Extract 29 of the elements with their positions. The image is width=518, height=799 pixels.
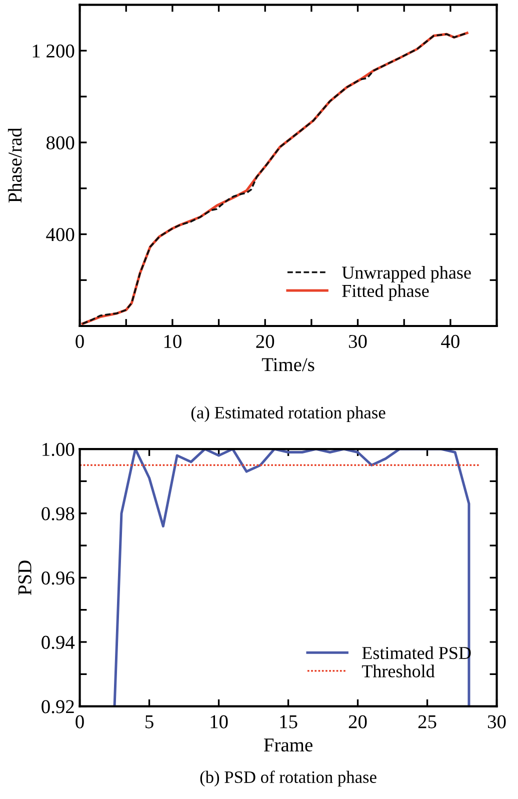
x-tick-label: 10 bbox=[210, 715, 228, 728]
y-tick-label: 0.98 bbox=[42, 507, 74, 520]
x-tick-label: 5 bbox=[146, 715, 154, 728]
x-tick-label: 15 bbox=[280, 715, 298, 728]
y-tick-label: 400 bbox=[46, 228, 74, 242]
y-tick-label: 0.94 bbox=[42, 636, 75, 650]
x-tick-label: 25 bbox=[418, 715, 436, 728]
y-tick-label: 1.00 bbox=[42, 442, 74, 456]
x-tick-label: 20 bbox=[348, 715, 367, 728]
x-tick-label: 40 bbox=[441, 334, 460, 348]
x-tick-label: 20 bbox=[256, 334, 274, 348]
x-axis-title: Frame bbox=[264, 738, 312, 752]
x-tick-label: 30 bbox=[348, 334, 367, 348]
x-tick-label: 0 bbox=[76, 334, 84, 348]
x-tick-label: 0 bbox=[76, 715, 84, 728]
y-axis-title: PSD bbox=[18, 560, 32, 595]
y-tick-label: 0.96 bbox=[42, 571, 74, 585]
y-axis-title: Phase/rad bbox=[8, 128, 22, 203]
legend-label: Fitted phase bbox=[342, 284, 429, 301]
x-tick-label: 10 bbox=[164, 334, 182, 348]
legend-label: Threshold bbox=[362, 664, 435, 678]
y-tick-label: 1 200 bbox=[32, 44, 74, 58]
legend-label: Unwrapped phase bbox=[342, 266, 471, 282]
x-tick-label: 30 bbox=[488, 715, 506, 728]
text: (a) Estimated rotation phase bbox=[191, 406, 386, 422]
x-axis-title: Time/s bbox=[262, 358, 314, 372]
text: (b) PSD of rotation phase bbox=[200, 770, 376, 787]
y-tick-label: 800 bbox=[46, 136, 74, 150]
y-tick-label: 0.92 bbox=[42, 700, 74, 714]
